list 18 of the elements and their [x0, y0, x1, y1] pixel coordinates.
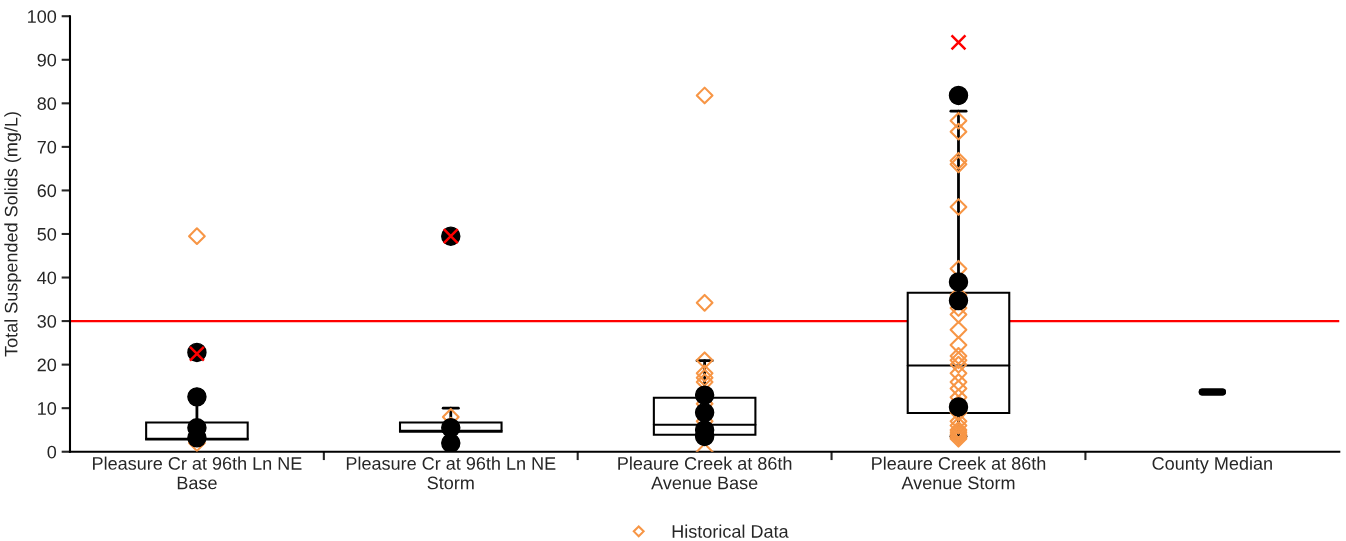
y-tick-label: 0: [47, 445, 57, 459]
y-tick-label: 60: [37, 184, 57, 198]
x-tick-label: Pleaure Creek at 86th Avenue Base: [618, 456, 792, 490]
x-tick-label: Pleasure Cr at 96th Ln NE Storm: [346, 456, 556, 490]
x-tick-label: Pleasure Cr at 96th Ln NE Base: [93, 456, 302, 490]
y-tick-label: 40: [37, 271, 57, 285]
y-tick-label: 10: [38, 402, 57, 415]
y-tick-label: 30: [37, 315, 57, 328]
y-tick-label: 50: [37, 227, 57, 241]
y-tick-label: 20: [37, 358, 57, 372]
y-tick-label: 100: [28, 10, 57, 23]
x-tick-label: County Median: [1152, 456, 1272, 474]
x-tick-label: Pleaure Creek at 86th Avenue Storm: [872, 456, 1046, 490]
y-tick-label: 90: [37, 53, 57, 67]
y-tick-label: 80: [37, 97, 57, 111]
y-tick-label: 70: [37, 140, 57, 154]
y-axis-title: Total Suspended Solids (mg/L): [4, 112, 22, 357]
legend-label: Historical Data: [672, 524, 789, 538]
